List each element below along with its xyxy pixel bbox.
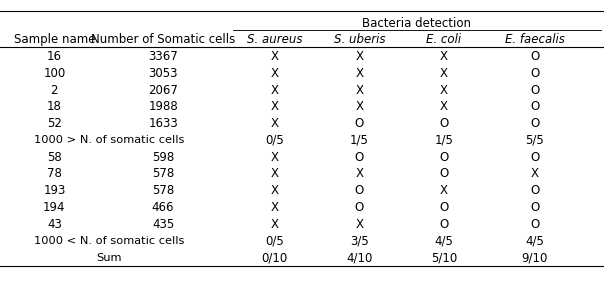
Text: 435: 435 (152, 217, 174, 231)
Text: O: O (355, 201, 364, 214)
Text: 1/5: 1/5 (434, 134, 454, 147)
Text: S. uberis: S. uberis (333, 32, 385, 46)
Text: O: O (439, 217, 449, 231)
Text: 58: 58 (47, 150, 62, 164)
Text: 466: 466 (152, 201, 175, 214)
Text: 1633: 1633 (148, 117, 178, 130)
Text: X: X (355, 167, 364, 180)
Text: X: X (355, 67, 364, 80)
Text: 78: 78 (47, 167, 62, 180)
Text: X: X (271, 50, 279, 63)
Text: O: O (439, 117, 449, 130)
Text: X: X (355, 100, 364, 113)
Text: X: X (355, 217, 364, 231)
Text: 1000 > N. of somatic cells: 1000 > N. of somatic cells (34, 135, 184, 145)
Text: X: X (355, 50, 364, 63)
Text: 100: 100 (43, 67, 65, 80)
Text: 578: 578 (152, 167, 174, 180)
Text: 193: 193 (43, 184, 66, 197)
Text: E. faecalis: E. faecalis (504, 32, 565, 46)
Text: Bacteria detection: Bacteria detection (362, 17, 471, 30)
Text: 52: 52 (47, 117, 62, 130)
Text: O: O (355, 150, 364, 164)
Text: 0/10: 0/10 (262, 251, 288, 264)
Text: 2: 2 (51, 84, 58, 97)
Text: S. aureus: S. aureus (247, 32, 303, 46)
Text: X: X (271, 67, 279, 80)
Text: E. coli: E. coli (426, 32, 461, 46)
Text: 3/5: 3/5 (350, 234, 369, 247)
Text: 43: 43 (47, 217, 62, 231)
Text: O: O (530, 67, 539, 80)
Text: Sum: Sum (96, 253, 121, 262)
Text: O: O (439, 201, 449, 214)
Text: O: O (530, 117, 539, 130)
Text: O: O (439, 150, 449, 164)
Text: X: X (440, 100, 448, 113)
Text: X: X (271, 184, 279, 197)
Text: O: O (355, 184, 364, 197)
Text: 0/5: 0/5 (265, 234, 284, 247)
Text: X: X (271, 150, 279, 164)
Text: X: X (271, 100, 279, 113)
Text: X: X (440, 67, 448, 80)
Text: 1988: 1988 (148, 100, 178, 113)
Text: O: O (355, 117, 364, 130)
Text: X: X (440, 84, 448, 97)
Text: 4/10: 4/10 (346, 251, 373, 264)
Text: 16: 16 (47, 50, 62, 63)
Text: 1000 < N. of somatic cells: 1000 < N. of somatic cells (34, 236, 184, 246)
Text: X: X (440, 184, 448, 197)
Text: X: X (530, 167, 539, 180)
Text: O: O (530, 217, 539, 231)
Text: 0/5: 0/5 (265, 134, 284, 147)
Text: X: X (440, 50, 448, 63)
Text: 194: 194 (43, 201, 66, 214)
Text: O: O (530, 201, 539, 214)
Text: X: X (271, 217, 279, 231)
Text: X: X (271, 167, 279, 180)
Text: Number of Somatic cells: Number of Somatic cells (91, 32, 235, 46)
Text: 1/5: 1/5 (350, 134, 369, 147)
Text: O: O (530, 150, 539, 164)
Text: O: O (530, 84, 539, 97)
Text: 18: 18 (47, 100, 62, 113)
Text: 5/10: 5/10 (431, 251, 457, 264)
Text: O: O (530, 50, 539, 63)
Text: 9/10: 9/10 (521, 251, 548, 264)
Text: Sample name: Sample name (14, 32, 95, 46)
Text: X: X (271, 117, 279, 130)
Text: 2067: 2067 (148, 84, 178, 97)
Text: 578: 578 (152, 184, 174, 197)
Text: O: O (530, 184, 539, 197)
Text: X: X (355, 84, 364, 97)
Text: 5/5: 5/5 (525, 134, 544, 147)
Text: 3053: 3053 (149, 67, 178, 80)
Text: X: X (271, 84, 279, 97)
Text: O: O (439, 167, 449, 180)
Text: 4/5: 4/5 (434, 234, 454, 247)
Text: O: O (530, 100, 539, 113)
Text: 3367: 3367 (148, 50, 178, 63)
Text: 598: 598 (152, 150, 174, 164)
Text: 4/5: 4/5 (525, 234, 544, 247)
Text: X: X (271, 201, 279, 214)
